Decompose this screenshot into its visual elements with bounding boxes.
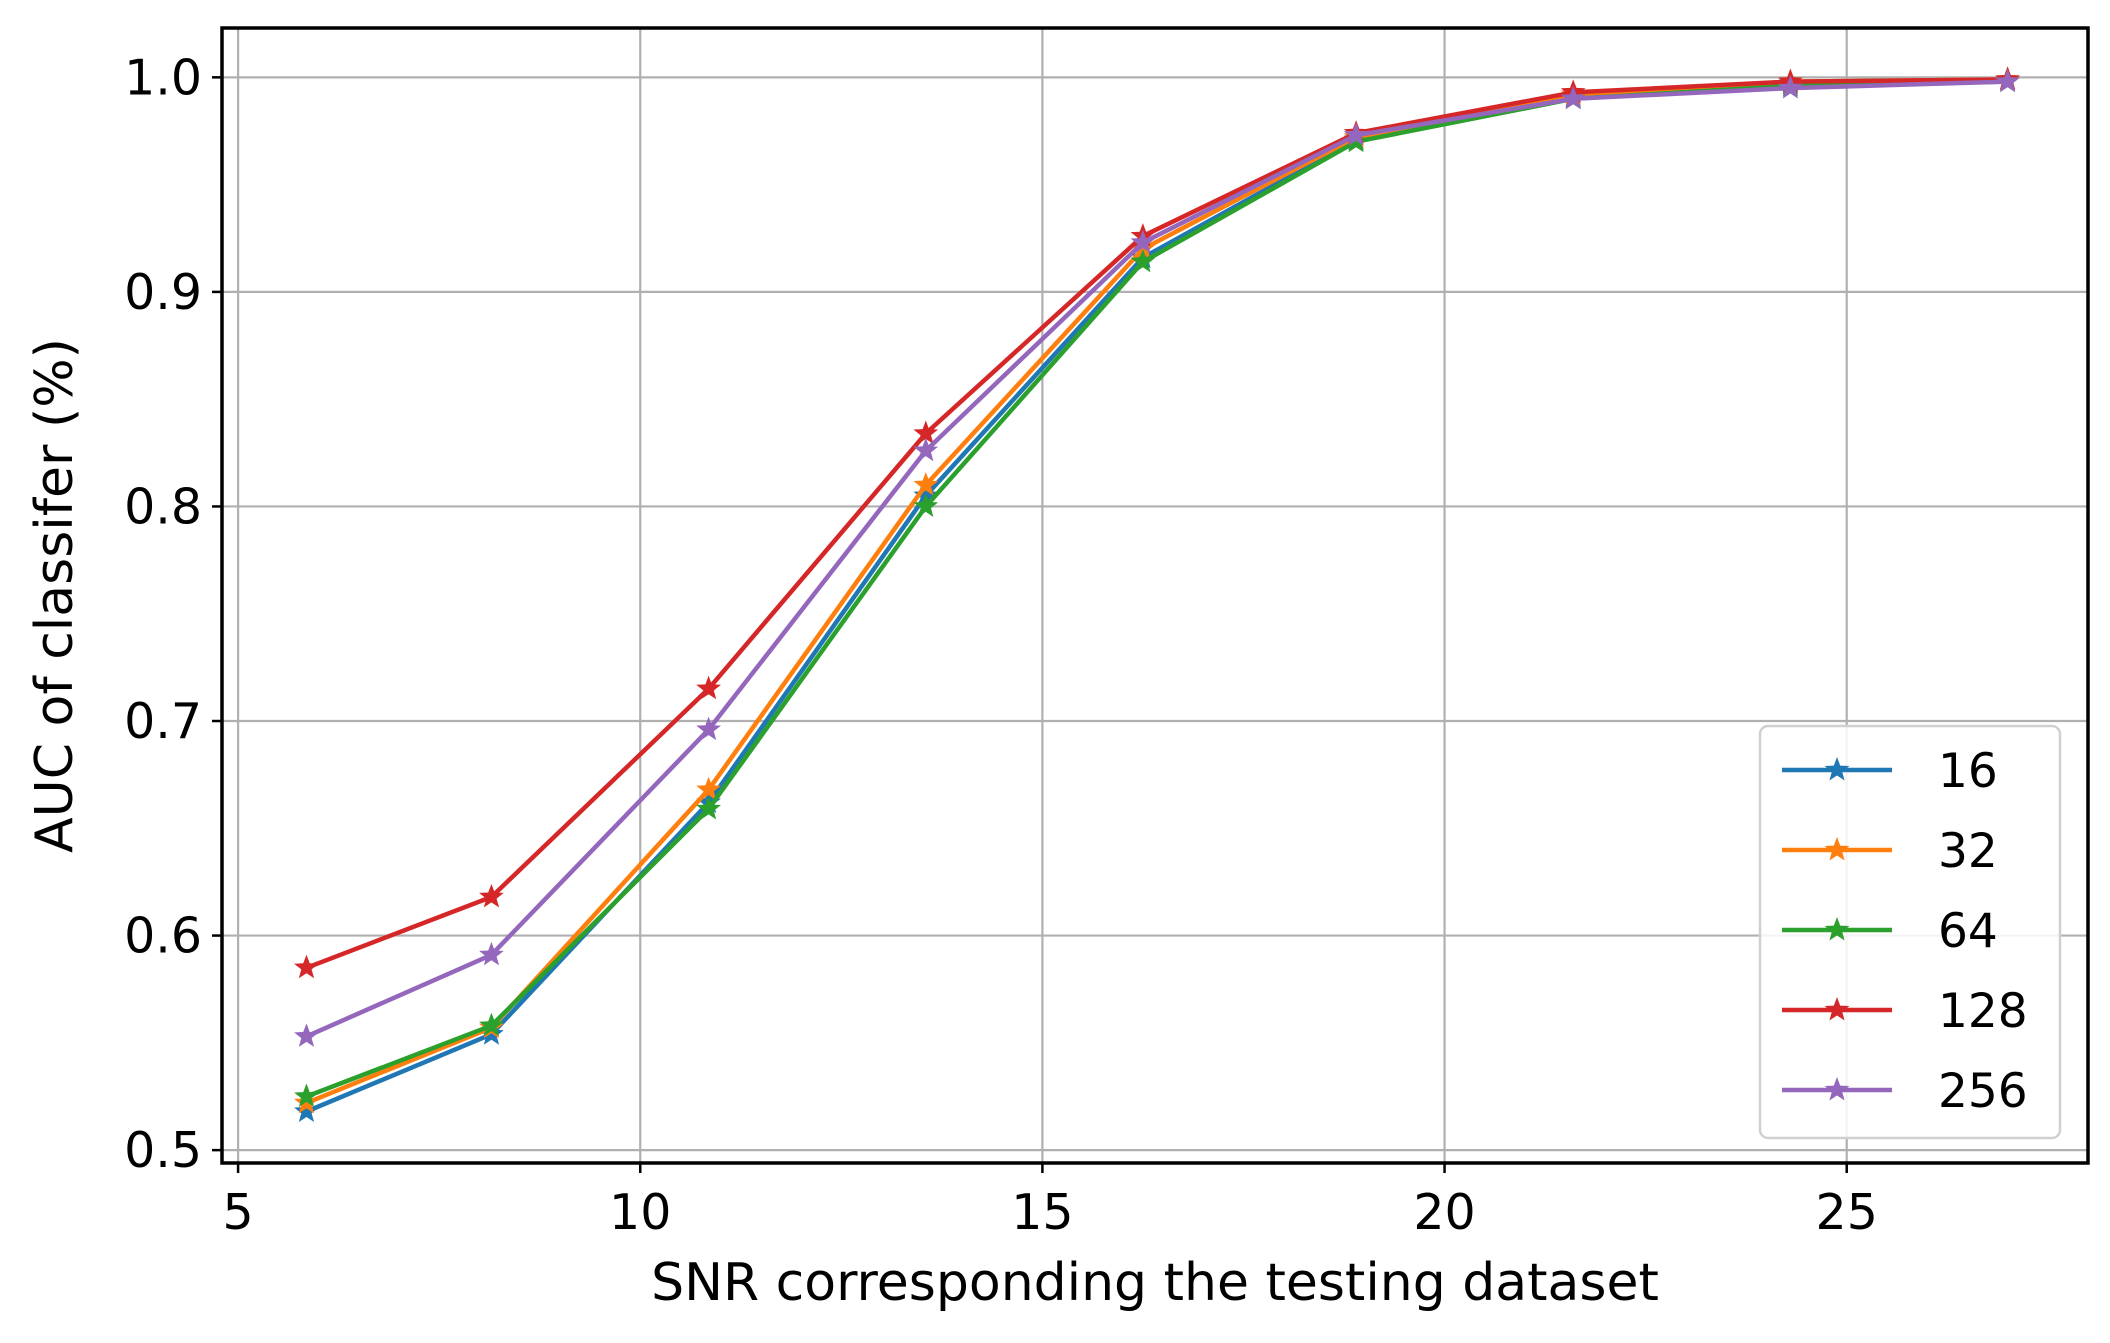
legend-box <box>1758 724 2062 1140</box>
x-axis-label: SNR corresponding the testing dataset <box>651 1253 1659 1313</box>
y-tick-label: 0.5 <box>124 1122 202 1179</box>
grid-lines <box>222 28 2088 1163</box>
y-tick-label: 0.7 <box>124 693 202 750</box>
data-point <box>294 1023 319 1047</box>
legend-marker <box>1824 997 1850 1021</box>
data-point <box>913 493 939 517</box>
data-point <box>696 796 721 820</box>
data-point <box>1560 85 1586 110</box>
data-point <box>913 437 939 462</box>
x-tick-label: 25 <box>1816 1184 1878 1241</box>
legend-label: 16 <box>1938 744 1998 799</box>
data-point <box>696 776 721 801</box>
x-tick-label: 15 <box>1011 1184 1073 1241</box>
legend-marker <box>1824 837 1850 861</box>
x-tick-label: 20 <box>1413 1184 1475 1241</box>
data-point <box>913 472 939 496</box>
data-point <box>1778 75 1803 99</box>
data-point <box>294 1098 319 1122</box>
legend: 16 32 64 128 256 <box>1758 724 2062 1140</box>
x-tick-label: 5 <box>222 1184 253 1241</box>
legend-label: 64 <box>1938 904 1998 959</box>
series-group <box>294 66 2020 1122</box>
legend-marker <box>1824 1077 1850 1101</box>
data-point <box>1130 229 1156 254</box>
data-point <box>479 1012 504 1037</box>
legend-label: 32 <box>1938 824 1998 879</box>
legend-label: 128 <box>1938 984 2028 1039</box>
legend-marker <box>1824 917 1850 941</box>
data-point <box>479 884 504 908</box>
x-tick-label: 10 <box>609 1184 671 1241</box>
y-tick-label: 0.8 <box>124 478 202 535</box>
y-axis-label: AUC of classifer (%) <box>25 338 85 853</box>
data-point <box>479 941 504 966</box>
series-256 <box>294 68 2020 1047</box>
data-point <box>696 675 721 700</box>
y-tick-label: 1.0 <box>124 49 202 106</box>
y-tick-label: 0.6 <box>124 908 202 965</box>
data-point <box>1343 122 1369 146</box>
data-point <box>294 954 319 979</box>
data-point <box>696 716 721 741</box>
data-point <box>1995 68 2020 93</box>
data-point <box>1130 248 1156 273</box>
data-point <box>294 1083 319 1107</box>
legend-marker <box>1824 757 1850 781</box>
data-point <box>913 420 939 444</box>
axis-ticks: 5 10 15 20 25 0.5 0.6 0.7 0.8 0.9 1.0 <box>124 49 1878 1241</box>
legend-label: 256 <box>1938 1064 2028 1119</box>
y-tick-label: 0.9 <box>124 264 202 321</box>
plot-frame <box>220 26 2090 1165</box>
